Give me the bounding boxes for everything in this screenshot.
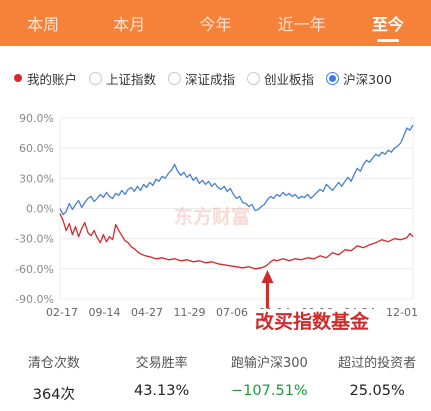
tab-this-month[interactable]: 本月 (113, 15, 146, 34)
stat-label: 清仓次数 (27, 356, 80, 371)
annotation-arrow-head (261, 270, 274, 283)
chart-legend: 我的账户 上证指数 深证成指 创业板指 沪深300 (14, 68, 425, 88)
period-tab-bar: 本周 本月 今年 近一年 至今 (0, 0, 431, 46)
legend-option-label: 深证成指 (185, 71, 236, 87)
legend-my-account-label: 我的账户 (27, 71, 78, 87)
y-tick-label: -90.0% (15, 293, 54, 306)
stat-label: 跑输沪深300 (230, 356, 308, 371)
legend-option-chinext[interactable]: 创业板指 (247, 69, 314, 88)
legend-option-csi300[interactable]: 沪深300 (326, 69, 392, 88)
stat-clearances: 清仓次数 364次 (0, 348, 108, 406)
legend-option-sse[interactable]: 上证指数 (89, 69, 156, 88)
y-tick-label: -60.0% (15, 263, 54, 276)
y-tick-label: 30.0% (19, 172, 54, 185)
tab-to-date[interactable]: 至今 (345, 0, 431, 46)
x-tick-label: 09-14 (89, 306, 121, 319)
stat-value: 43.13% (133, 383, 190, 399)
radio-icon[interactable] (247, 71, 261, 85)
stat-win-rate: 交易胜率 43.13% (108, 348, 216, 406)
stat-investors-beaten: 超过的投资者 25.05% (323, 348, 431, 406)
return-comparison-chart: 90.0% 60.0% 30.0% 0.0% -30.0% -60.0% -90.0%02-… (15, 112, 418, 330)
stat-label: 超过的投资者 (338, 356, 417, 371)
y-tick-label: 60.0% (19, 142, 54, 155)
y-tick-label: 90.0% (19, 112, 54, 125)
y-tick-label: 0.0% (26, 203, 54, 216)
stats-row: 清仓次数 364次 交易胜率 43.13% 跑输沪深300 −107.51% 超… (0, 348, 431, 406)
radio-icon[interactable] (168, 71, 182, 85)
legend-option-label: 上证指数 (106, 71, 157, 87)
tab-this-week[interactable]: 本周 (27, 15, 60, 34)
stat-value: −107.51% (231, 383, 308, 399)
x-tick-label: 07-06 (216, 306, 248, 319)
stat-vs-index: 跑输沪深300 −107.51% (216, 348, 324, 406)
tab-last-year[interactable]: 近一年 (277, 15, 326, 34)
legend-my-account: 我的账户 (14, 69, 77, 88)
annotation-backdrop (252, 309, 382, 330)
x-tick-label: 02-17 (46, 306, 78, 319)
annotation-text: 改买指数基金 (255, 310, 370, 330)
stat-value: 364次 (32, 387, 75, 403)
stat-value: 25.05% (349, 383, 405, 399)
tab-this-year[interactable]: 今年 (199, 15, 232, 34)
watermark-text: 东方财富 (174, 205, 250, 228)
radio-icon[interactable] (89, 71, 103, 85)
series-line-csi300 (59, 124, 414, 216)
x-tick-label: 11-29 (174, 306, 206, 319)
legend-option-label: 沪深300 (343, 71, 392, 87)
legend-option-szse[interactable]: 深证成指 (168, 69, 235, 88)
x-tick-label: 04-27 (131, 306, 163, 319)
radio-selected-icon[interactable] (326, 71, 340, 85)
red-dot-icon (14, 74, 22, 82)
stat-label: 交易胜率 (135, 356, 188, 371)
y-tick-label: -30.0% (15, 233, 54, 246)
legend-option-label: 创业板指 (264, 71, 315, 87)
x-tick-label: 12-01 (386, 306, 418, 319)
series-line-my-account (59, 213, 414, 270)
